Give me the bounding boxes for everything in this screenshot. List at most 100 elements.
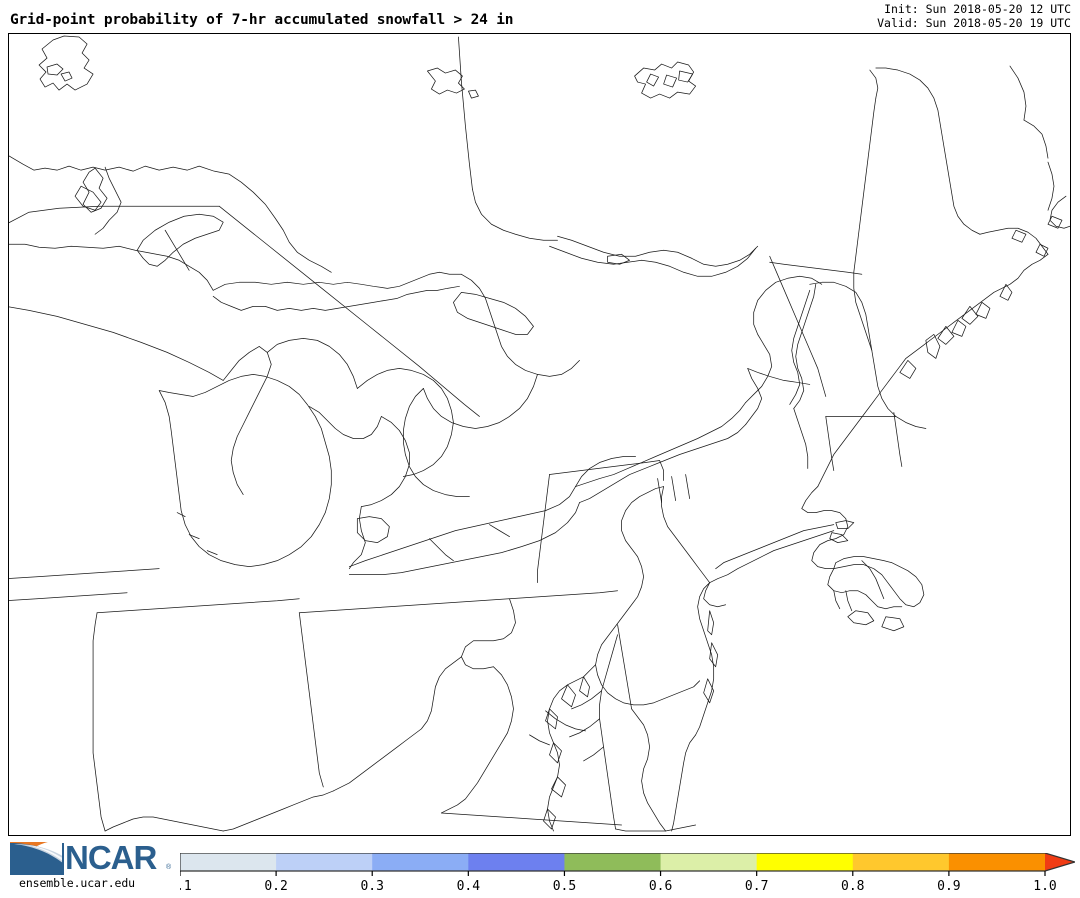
border-pa-md-mason-dixon [298,590,618,614]
map-outline-layer [9,35,1070,832]
border-ct-ri [893,412,903,467]
coastline-nb-extra [1023,119,1049,159]
border-mass-north [769,261,863,275]
coastline-lake-superior-nw-islands [82,167,108,213]
coastline-maine-inlet-1 [999,283,1013,301]
coastline-nyc-harbor [703,582,727,608]
coastline-chesapeake-east [631,708,666,832]
border-pa-ny-west [537,474,550,584]
coastline-long-island-north [715,524,835,570]
colorbar-band [948,853,1046,871]
border-indiana-ohio [298,612,324,788]
colorbar-band [180,853,277,871]
colorbar-band [756,853,854,871]
coastline-maine-islands [1011,215,1063,257]
coastline-up-superior-shore-2 [212,285,460,311]
colorbar-tick-labels: 0.1 0.2 0.3 0.4 0.5 0.6 0.7 0.8 0.9 1.0 [180,879,1057,894]
colorbar-band [852,853,950,871]
coastline-chesapeake-bay-body [599,634,618,830]
coastline-lake-superior-south [9,243,214,291]
coastline-chesapeake-west [547,664,596,832]
coastline-lake-erie-north [348,486,576,568]
forecast-timestamp-block: Init: Sun 2018-05-20 12 UTC Valid: Sun 2… [877,2,1071,30]
coastline-maine-inlet-3 [951,319,967,337]
coastline-michigan-lower-peninsula [158,374,332,568]
coastline-lake-superior-north [9,155,332,273]
coastline-maine-downeast [817,253,1049,487]
coastline-niagara-buffalo [575,456,636,487]
lake-finger-lakes [657,474,691,503]
ensemble-site-url: ensemble.ucar.edu [19,876,136,890]
map-footer: NCAR ® ensemble.ucar.edu 0.1 0.2 0.3 0.4 0.5… [0,836,1080,898]
border-pa-ny-north [549,460,664,481]
coastline-bruce-peninsula [423,374,538,429]
border-maine-quebec-north [875,67,981,235]
coastline-cape-cod [833,556,925,608]
coastline-isle-royale-area [74,185,102,211]
colorbar-tick-label: 0.3 [360,879,383,894]
coastline-long-island-forks [829,520,855,544]
lake-abitibi-islet [468,89,479,99]
coastline-va-rivers [569,690,604,762]
coastline-st-lawrence-north-bank [557,235,759,267]
coastline-cape-cod-bay [861,560,885,600]
coastline-lake-champlain [793,283,817,409]
border-delaware-maryland [617,624,632,710]
border-nh-quebec [869,69,879,99]
coastline-lake-superior-north-inlet [94,166,122,235]
lake-north-quebec-arm-3 [678,70,694,83]
map-plot-area [8,33,1071,836]
coastline-saginaw-bay [308,406,382,439]
border-ontario-quebec [458,36,473,190]
coastline-georgian-bay-north [461,273,580,377]
coastline-lake-ontario-north [575,402,747,487]
coastline-mi-lake-michigan-north [356,368,454,477]
ncar-wordmark: NCAR [65,839,157,876]
coastline-chesapeake-rivers-3 [543,776,566,830]
lake-north-quebec-arm-2 [663,74,678,88]
coastline-bay-of-fundy [1049,195,1070,229]
colorbar-ticks [180,871,1046,876]
colorbar-bands [180,853,1075,871]
coastline-door-peninsula [222,346,272,495]
probability-colorbar[interactable]: 0.1 0.2 0.3 0.4 0.5 0.6 0.7 0.8 0.9 1.0 [180,853,1075,895]
coastline-marthas-vineyard [847,610,875,626]
coastline-maine-casco [899,360,917,379]
coastline-keweenaw-bay [164,229,190,271]
coastline-canada-nw-islet-1 [46,63,64,76]
border-quebec-maine [809,281,927,429]
coastline-long-island-south [709,530,835,584]
border-usa-canada-superior-diagonal [218,205,480,417]
border-vermont-west [793,408,809,469]
coastline-maine-bay-detail [937,305,979,345]
ncar-logo[interactable]: NCAR ® ensemble.ucar.edu [8,839,173,892]
coastline-lake-ontario-south [579,424,747,503]
coastline-michigan-thumb [360,416,410,507]
colorbar-frame [180,853,1075,872]
colorbar-band [276,853,373,871]
border-wisconsin-illinois-inner [9,568,160,579]
border-new-york-north [747,368,811,385]
coastline-detroit-river [348,506,366,570]
colorbar-tick-label: 0.4 [457,879,481,894]
coastline-buzzards-bay [827,568,903,610]
colorbar-band [468,853,566,871]
colorbar-tick-label: 0.1 [180,879,192,894]
border-minnesota-ontario [9,205,220,224]
border-md-wv-panhandle [461,598,516,670]
lake-north-quebec-arm-1 [646,73,659,87]
coastline-canada-northwest-island [38,35,94,91]
coastline-nb-north [1009,65,1027,121]
border-ct-ny [825,416,835,471]
colorbar-tick-label: 1.0 [1033,879,1056,894]
border-illinois-north [9,592,128,601]
coastline-manitoulin-island [453,291,534,335]
colorbar-band [564,853,662,871]
registered-trademark-icon: ® [166,864,172,871]
coastline-ottawa-river [472,188,558,241]
coastline-new-jersey-barrier [703,610,719,704]
coastline-new-brunswick-west [1047,161,1055,211]
coastline-st-lawrence-seaway [745,275,823,403]
coastline-chesapeake-rivers-2 [545,708,562,764]
border-wv-ohio-river [332,656,462,792]
